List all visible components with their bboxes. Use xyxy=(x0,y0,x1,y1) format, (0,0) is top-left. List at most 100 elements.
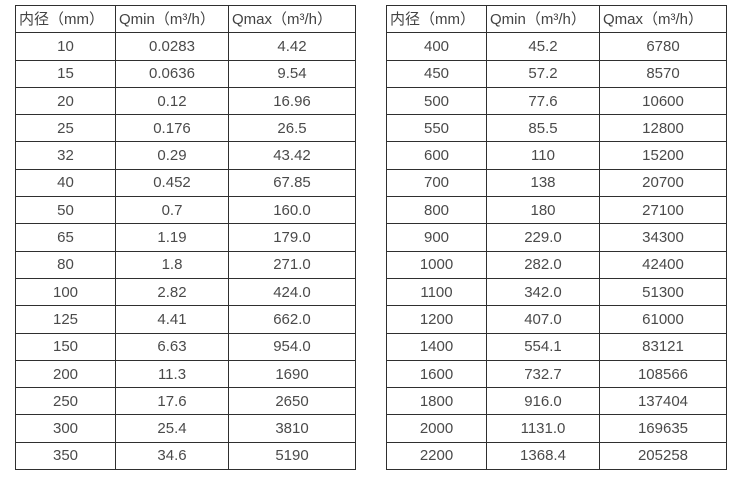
cell-qmin: 17.6 xyxy=(115,387,229,416)
table-row: 20 0.12 16.96 xyxy=(15,86,356,116)
cell-qmin: 554.1 xyxy=(486,332,600,361)
spec-tables-container: 内径（mm） Qmin（m³/h） Qmax（m³/h） 10 0.0283 4.4… xyxy=(15,4,727,471)
cell-inner-diameter: 600 xyxy=(386,141,487,170)
flow-spec-table-right: 内径（mm） Qmin（m³/h） Qmax（m³/h） 400 45.2 6780… xyxy=(386,4,727,471)
cell-qmin: 1131.0 xyxy=(486,414,600,443)
cell-inner-diameter: 100 xyxy=(15,277,116,307)
cell-inner-diameter: 2000 xyxy=(386,414,487,443)
cell-inner-diameter: 700 xyxy=(386,168,487,198)
table-row: 900 229.0 34300 xyxy=(386,223,727,252)
cell-inner-diameter: 1600 xyxy=(386,359,487,389)
cell-qmin: 0.452 xyxy=(115,168,229,198)
cell-qmin: 0.12 xyxy=(115,86,229,116)
table-row: 500 77.6 10600 xyxy=(386,86,727,116)
cell-inner-diameter: 300 xyxy=(15,414,116,443)
cell-qmin: 180 xyxy=(486,196,600,225)
cell-inner-diameter: 350 xyxy=(15,441,116,471)
cell-qmax: 26.5 xyxy=(228,114,356,143)
cell-qmax: 12800 xyxy=(599,114,727,143)
cell-qmax: 6780 xyxy=(599,32,727,61)
table-body: 400 45.2 6780 450 57.2 8570 500 77.6 10600 550 85.… xyxy=(386,32,727,471)
cell-qmin: 6.63 xyxy=(115,332,229,361)
cell-inner-diameter: 125 xyxy=(15,305,116,334)
cell-qmin: 1.19 xyxy=(115,223,229,252)
cell-qmin: 2.82 xyxy=(115,277,229,307)
table-header-row: 内径（mm） Qmin（m³/h） Qmax（m³/h） xyxy=(386,4,727,34)
cell-qmax: 16.96 xyxy=(228,86,356,116)
table-row: 1200 407.0 61000 xyxy=(386,305,727,334)
cell-qmax: 8570 xyxy=(599,59,727,88)
cell-inner-diameter: 20 xyxy=(15,86,116,116)
flow-spec-table-left: 内径（mm） Qmin（m³/h） Qmax（m³/h） 10 0.0283 4.4… xyxy=(15,4,356,471)
cell-inner-diameter: 550 xyxy=(386,114,487,143)
table-row: 450 57.2 8570 xyxy=(386,59,727,88)
header-qmin: Qmin（m³/h） xyxy=(115,4,229,34)
cell-qmin: 110 xyxy=(486,141,600,170)
cell-qmax: 662.0 xyxy=(228,305,356,334)
table-row: 700 138 20700 xyxy=(386,168,727,198)
cell-qmax: 9.54 xyxy=(228,59,356,88)
cell-qmin: 77.6 xyxy=(486,86,600,116)
cell-qmin: 4.41 xyxy=(115,305,229,334)
header-qmax: Qmax（m³/h） xyxy=(599,4,727,34)
cell-inner-diameter: 1200 xyxy=(386,305,487,334)
cell-inner-diameter: 200 xyxy=(15,359,116,389)
cell-inner-diameter: 25 xyxy=(15,114,116,143)
cell-qmax: 954.0 xyxy=(228,332,356,361)
table-row: 1400 554.1 83121 xyxy=(386,332,727,361)
cell-inner-diameter: 15 xyxy=(15,59,116,88)
table-row: 10 0.0283 4.42 xyxy=(15,32,356,61)
table-row: 1100 342.0 51300 xyxy=(386,277,727,307)
cell-qmin: 25.4 xyxy=(115,414,229,443)
cell-qmax: 10600 xyxy=(599,86,727,116)
cell-qmin: 0.0636 xyxy=(115,59,229,88)
cell-inner-diameter: 80 xyxy=(15,250,116,279)
table-body: 10 0.0283 4.42 15 0.0636 9.54 20 0.12 16.96 25 0.1… xyxy=(15,32,356,471)
cell-qmax: 61000 xyxy=(599,305,727,334)
cell-qmax: 43.42 xyxy=(228,141,356,170)
cell-inner-diameter: 450 xyxy=(386,59,487,88)
cell-qmin: 1.8 xyxy=(115,250,229,279)
cell-qmin: 57.2 xyxy=(486,59,600,88)
cell-qmax: 108566 xyxy=(599,359,727,389)
table-row: 400 45.2 6780 xyxy=(386,32,727,61)
header-qmax: Qmax（m³/h） xyxy=(228,4,356,34)
table-row: 125 4.41 662.0 xyxy=(15,305,356,334)
cell-inner-diameter: 65 xyxy=(15,223,116,252)
table-row: 100 2.82 424.0 xyxy=(15,277,356,307)
cell-qmax: 34300 xyxy=(599,223,727,252)
cell-inner-diameter: 1100 xyxy=(386,277,487,307)
cell-qmax: 1690 xyxy=(228,359,356,389)
cell-inner-diameter: 250 xyxy=(15,387,116,416)
cell-qmax: 271.0 xyxy=(228,250,356,279)
table-row: 2200 1368.4 205258 xyxy=(386,441,727,471)
cell-qmax: 424.0 xyxy=(228,277,356,307)
cell-qmin: 0.29 xyxy=(115,141,229,170)
cell-qmin: 0.0283 xyxy=(115,32,229,61)
table-row: 550 85.5 12800 xyxy=(386,114,727,143)
cell-qmax: 67.85 xyxy=(228,168,356,198)
cell-qmax: 2650 xyxy=(228,387,356,416)
table-row: 300 25.4 3810 xyxy=(15,414,356,443)
cell-qmax: 15200 xyxy=(599,141,727,170)
table-row: 25 0.176 26.5 xyxy=(15,114,356,143)
cell-inner-diameter: 10 xyxy=(15,32,116,61)
table-row: 200 11.3 1690 xyxy=(15,359,356,389)
table-row: 1000 282.0 42400 xyxy=(386,250,727,279)
table-row: 150 6.63 954.0 xyxy=(15,332,356,361)
cell-inner-diameter: 500 xyxy=(386,86,487,116)
cell-qmin: 342.0 xyxy=(486,277,600,307)
cell-qmax: 179.0 xyxy=(228,223,356,252)
cell-inner-diameter: 400 xyxy=(386,32,487,61)
cell-inner-diameter: 800 xyxy=(386,196,487,225)
cell-qmin: 138 xyxy=(486,168,600,198)
cell-qmax: 4.42 xyxy=(228,32,356,61)
table-row: 1600 732.7 108566 xyxy=(386,359,727,389)
cell-qmin: 229.0 xyxy=(486,223,600,252)
cell-qmax: 20700 xyxy=(599,168,727,198)
cell-qmax: 27100 xyxy=(599,196,727,225)
cell-qmin: 1368.4 xyxy=(486,441,600,471)
cell-qmin: 11.3 xyxy=(115,359,229,389)
cell-qmin: 85.5 xyxy=(486,114,600,143)
cell-qmax: 42400 xyxy=(599,250,727,279)
